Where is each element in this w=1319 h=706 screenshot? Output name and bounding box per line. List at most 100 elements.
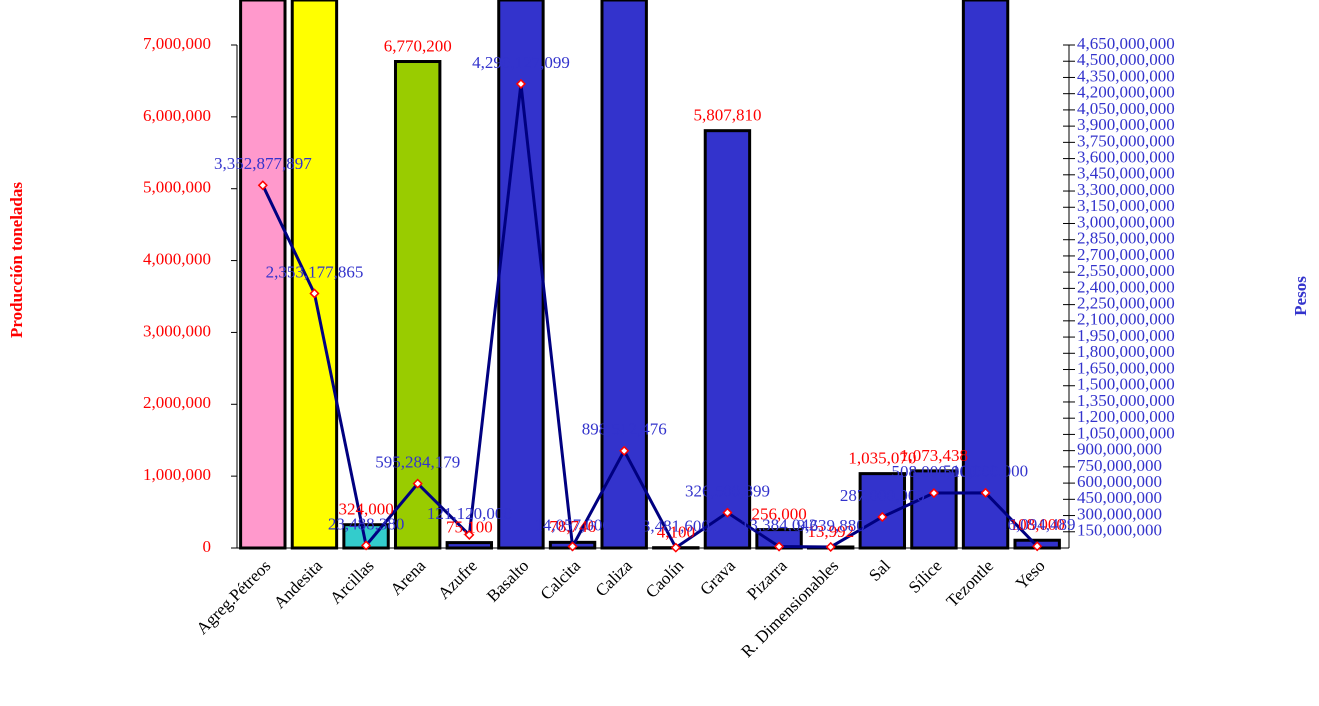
line-marker (619, 445, 630, 456)
y2-tick-label: 900,000,000 (1077, 440, 1162, 459)
data-label: 13,384,042 (741, 515, 818, 534)
y2-tick-label: 2,100,000,000 (1077, 310, 1175, 329)
y2-tick-label: 1,800,000,000 (1077, 342, 1175, 361)
y2-tick-label: 750,000,000 (1077, 456, 1162, 475)
y2-tick-label: 3,900,000,000 (1077, 115, 1175, 134)
data-label: 121,120,000 (427, 504, 512, 523)
data-label: 324,000 (338, 500, 393, 519)
y2-tick-label: 1,200,000,000 (1077, 407, 1175, 426)
data-label: 75,100 (446, 518, 493, 537)
x-tick-label: Basalto (483, 556, 532, 605)
x-tick-label: Azufre (434, 556, 481, 603)
y-tick-label: 1,000,000 (143, 465, 211, 484)
x-tick-label: Caliza (592, 556, 636, 600)
data-label: 256,000 (751, 505, 806, 524)
x-tick-label: Caolín (642, 556, 688, 602)
data-label: 23,488,380 (328, 514, 405, 533)
x-tick-label: Tezontle (943, 556, 998, 611)
y2-tick-label: 3,750,000,000 (1077, 131, 1175, 150)
line-marker (774, 541, 785, 552)
y2-tick-label: 1,650,000,000 (1077, 358, 1175, 377)
y2-tick-label: 3,000,000,000 (1077, 212, 1175, 231)
bar (290, 0, 339, 550)
y-tick-label: 2,000,000 (143, 393, 211, 412)
data-label: 14,057,000 (534, 515, 611, 534)
y2-tick-label: 1,350,000,000 (1077, 391, 1175, 410)
x-tick-label: R. Dimensionables (737, 556, 842, 661)
x-tick-label: Arcillas (326, 556, 377, 607)
x-tick-label: Andesita (270, 556, 326, 612)
bar (703, 129, 752, 550)
y-tick-label: 6,000,000 (143, 106, 211, 125)
x-tick-label: Calcita (537, 556, 585, 604)
data-label: 9,639,880 (797, 516, 865, 535)
y2-tick-label: 450,000,000 (1077, 488, 1162, 507)
data-label: 5,807,810 (693, 106, 761, 125)
line-marker (309, 288, 320, 299)
data-label: 595,284,179 (375, 453, 460, 472)
line-marker (980, 487, 991, 498)
x-tick-label: Sílice (905, 556, 946, 597)
y2-tick-label: 600,000,000 (1077, 472, 1162, 491)
line-marker (515, 78, 526, 89)
data-label: 4,100 (657, 523, 695, 542)
y2-axis-label: Pesos (1291, 276, 1310, 316)
y2-tick-label: 2,250,000,000 (1077, 294, 1175, 313)
x-tick-label: Sal (865, 556, 894, 585)
y-tick-label: 3,000,000 (143, 321, 211, 340)
data-label: 4,290,127,099 (472, 53, 570, 72)
bar (239, 0, 287, 550)
data-label: 6,770,200 (384, 36, 452, 55)
y2-tick-label: 150,000,000 (1077, 521, 1162, 540)
data-label: 3,352,877,897 (214, 154, 312, 173)
line-marker (567, 541, 578, 552)
data-label: 1,073,438 (900, 446, 968, 465)
data-label: 2,353,177,865 (266, 262, 364, 281)
data-label: 326,500,899 (685, 482, 770, 501)
line-marker (722, 507, 733, 518)
data-label: 13,992 (807, 522, 854, 541)
y2-tick-label: 3,450,000,000 (1077, 164, 1175, 183)
y-tick-label: 5,000,000 (143, 178, 211, 197)
bar (600, 0, 648, 550)
x-tick-label: Pizarra (743, 556, 791, 604)
y2-tick-label: 2,850,000,000 (1077, 229, 1175, 248)
line (261, 83, 1039, 552)
data-label: 510,000,000 (943, 462, 1028, 481)
x-tick-label: Arena (386, 556, 429, 599)
x-tick-label: Agreg.Pétreos (193, 556, 275, 638)
data-label: 287,000,000 (840, 486, 925, 505)
y2-tick-label: 1,950,000,000 (1077, 326, 1175, 345)
y2-tick-label: 300,000,000 (1077, 504, 1162, 523)
y2-tick-label: 4,500,000,000 (1077, 50, 1175, 69)
data-label: 898,512,476 (582, 420, 667, 439)
x-tick-label: Grava (696, 556, 739, 599)
y2-tick-label: 4,350,000,000 (1077, 66, 1175, 85)
y2-tick-label: 1,050,000,000 (1077, 423, 1175, 442)
line-marker (1032, 541, 1043, 552)
y-tick-label: 7,000,000 (143, 34, 211, 53)
y2-tick-label: 4,200,000,000 (1077, 83, 1175, 102)
bar (393, 60, 442, 550)
line-marker (361, 540, 372, 551)
y2-tick-label: 3,150,000,000 (1077, 196, 1175, 215)
line-marker (257, 180, 268, 191)
line-marker (464, 529, 475, 540)
line-marker (928, 487, 939, 499)
line-marker (825, 541, 836, 553)
y-tick-label: 4,000,000 (143, 249, 211, 268)
y2-tick-label: 3,300,000,000 (1077, 180, 1175, 199)
data-label: 1,035,070 (848, 449, 916, 468)
data-label: 508,000,000 (891, 462, 976, 481)
line-marker (670, 542, 681, 553)
y2-tick-label: 4,050,000,000 (1077, 99, 1175, 118)
y2-tick-label: 2,550,000,000 (1077, 261, 1175, 280)
y2-tick-label: 3,600,000,000 (1077, 147, 1175, 166)
bar (910, 469, 958, 550)
y2-tick-label: 2,700,000,000 (1077, 245, 1175, 264)
bar (961, 0, 1010, 550)
data-label: 108,000 (1010, 515, 1065, 534)
y2-tick-label: 1,500,000,000 (1077, 375, 1175, 394)
line-marker (877, 511, 888, 523)
